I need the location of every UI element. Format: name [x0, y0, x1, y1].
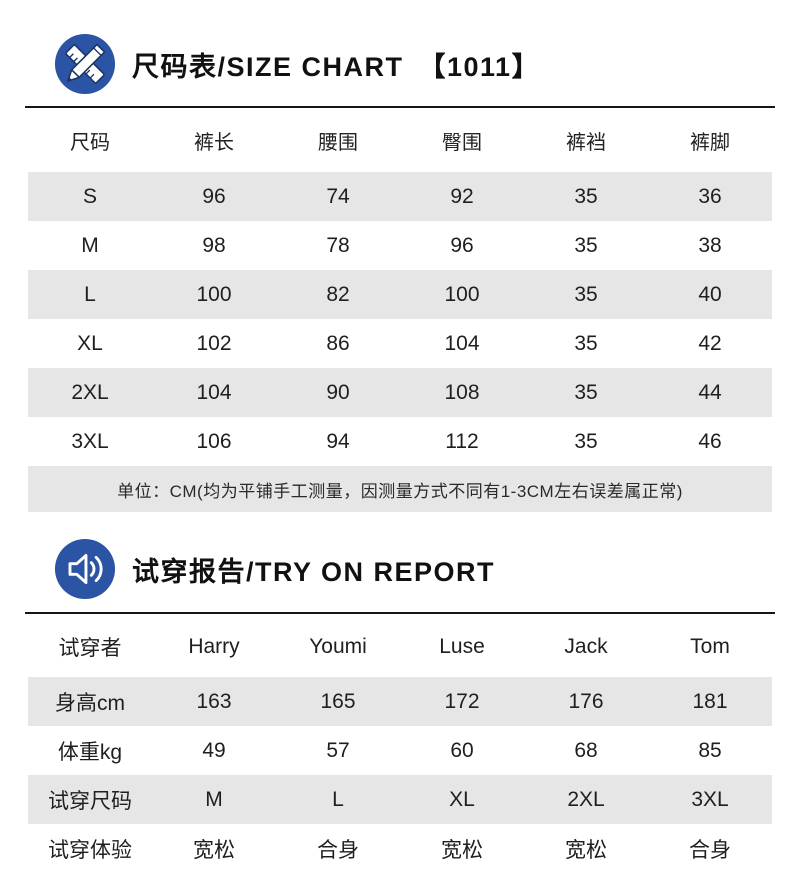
table-cell: 46	[698, 429, 722, 453]
label: 合身	[689, 838, 731, 862]
divider-line	[25, 612, 775, 614]
table-cell: 94	[326, 429, 350, 453]
table-cell: 92	[450, 184, 474, 208]
row-label: 试穿尺码	[48, 789, 132, 813]
size-chart-header: 尺码表/SIZE CHART 【1011】	[0, 0, 800, 106]
table-cell: 35	[574, 429, 598, 453]
table-cell: 40	[698, 282, 722, 306]
table-cell: 3XL	[71, 429, 109, 453]
table-cell: 106	[196, 429, 232, 453]
table-cell: 90	[326, 380, 350, 404]
table-row: 试穿者 Harry Youmi Luse Jack Tom	[28, 616, 772, 677]
table-cell: S	[82, 184, 97, 208]
table-row: XL 102 86 104 35 42	[28, 319, 772, 368]
table-cell: 108	[444, 380, 480, 404]
label: 172	[444, 689, 480, 713]
try-on-title: 试穿报告/TRY ON REPORT	[132, 556, 496, 587]
table-cell: 42	[698, 331, 722, 355]
table-row: 身高cm 163 165 172 176 181	[28, 677, 772, 726]
table-cell: 82	[326, 282, 350, 306]
table-cell: 100	[444, 282, 480, 306]
label: XL	[449, 787, 475, 811]
table-row: 试穿体验 宽松 合身 宽松 宽松 合身	[28, 824, 772, 873]
table-row: 3XL 106 94 112 35 46	[28, 417, 772, 466]
label: 181	[692, 689, 728, 713]
divider-line	[25, 106, 775, 108]
table-cell: 78	[326, 233, 350, 257]
table-cell: 35	[574, 331, 598, 355]
label: 宽松	[565, 838, 607, 862]
table-cell: M	[81, 233, 99, 257]
label: 49	[202, 738, 226, 762]
table-cell: 112	[445, 429, 479, 453]
label: Youmi	[309, 634, 367, 658]
speaker-icon	[54, 538, 116, 600]
table-cell: 102	[196, 331, 232, 355]
column-header: 腰围	[318, 131, 358, 154]
table-cell: 35	[574, 233, 598, 257]
label: M	[205, 787, 223, 811]
table-cell: 2XL	[71, 380, 109, 404]
label: 176	[568, 689, 604, 713]
column-header: 裤脚	[690, 131, 730, 154]
label: 宽松	[441, 838, 483, 862]
table-cell: 86	[326, 331, 350, 355]
pencil-ruler-icon	[54, 33, 116, 95]
size-chart-title: 尺码表/SIZE CHART 【1011】	[132, 51, 541, 82]
label: 85	[698, 738, 722, 762]
table-cell: 36	[698, 184, 722, 208]
column-header: 裤长	[194, 131, 234, 154]
table-row: 2XL 104 90 108 35 44	[28, 368, 772, 417]
table-cell: 98	[202, 233, 226, 257]
label: Harry	[188, 634, 240, 658]
row-label: 试穿者	[58, 636, 122, 660]
label: L	[332, 787, 344, 811]
table-row: 尺码 裤长 腰围 臀围 裤裆 裤脚	[28, 108, 772, 172]
table-row: S 96 74 92 35 36	[28, 172, 772, 221]
label: 165	[320, 689, 356, 713]
row-label: 试穿体验	[48, 838, 132, 862]
column-header: 臀围	[442, 131, 482, 154]
label: 合身	[317, 838, 359, 862]
column-header: 裤裆	[566, 131, 606, 154]
row-label: 体重kg	[57, 740, 123, 764]
table-row: L 100 82 100 35 40	[28, 270, 772, 319]
column-header: 尺码	[70, 131, 110, 154]
table-cell: 35	[574, 380, 598, 404]
table-cell: 38	[698, 233, 722, 257]
label: 3XL	[691, 787, 729, 811]
label: 宽松	[193, 838, 235, 862]
row-label: 身高cm	[55, 691, 125, 715]
label: 60	[450, 738, 474, 762]
label: Jack	[564, 634, 608, 658]
table-cell: 100	[196, 282, 232, 306]
table-cell: 35	[574, 184, 598, 208]
label: 57	[326, 738, 350, 762]
table-row: 体重kg 49 57 60 68 85	[28, 726, 772, 775]
try-on-header: 试穿报告/TRY ON REPORT	[0, 512, 800, 612]
table-cell: 104	[444, 331, 480, 355]
table-cell: L	[84, 282, 96, 306]
table-cell: XL	[77, 331, 103, 355]
label: 68	[574, 738, 598, 762]
table-row: 试穿尺码 M L XL 2XL 3XL	[28, 775, 772, 824]
table-cell: 104	[196, 380, 232, 404]
label: Luse	[439, 634, 485, 658]
label: 163	[196, 689, 232, 713]
label: Tom	[690, 634, 730, 658]
label: 2XL	[567, 787, 605, 811]
table-cell: 96	[202, 184, 226, 208]
table-cell: 74	[326, 184, 350, 208]
table-cell: 96	[450, 233, 474, 257]
table-cell: 44	[698, 380, 722, 404]
try-on-table: 试穿者 Harry Youmi Luse Jack Tom 身高cm 163 165 172 176…	[28, 616, 772, 873]
size-chart-table: 尺码 裤长 腰围 臀围 裤裆 裤脚 S 96 74 92 35 36 M 98 78 96 35 38 L 100 82…	[28, 108, 772, 466]
measurement-note: 单位：CM(均为平铺手工测量，因测量方式不同有1-3CM左右误差属正常)	[28, 466, 772, 512]
table-row: M 98 78 96 35 38	[28, 221, 772, 270]
table-cell: 35	[574, 282, 598, 306]
